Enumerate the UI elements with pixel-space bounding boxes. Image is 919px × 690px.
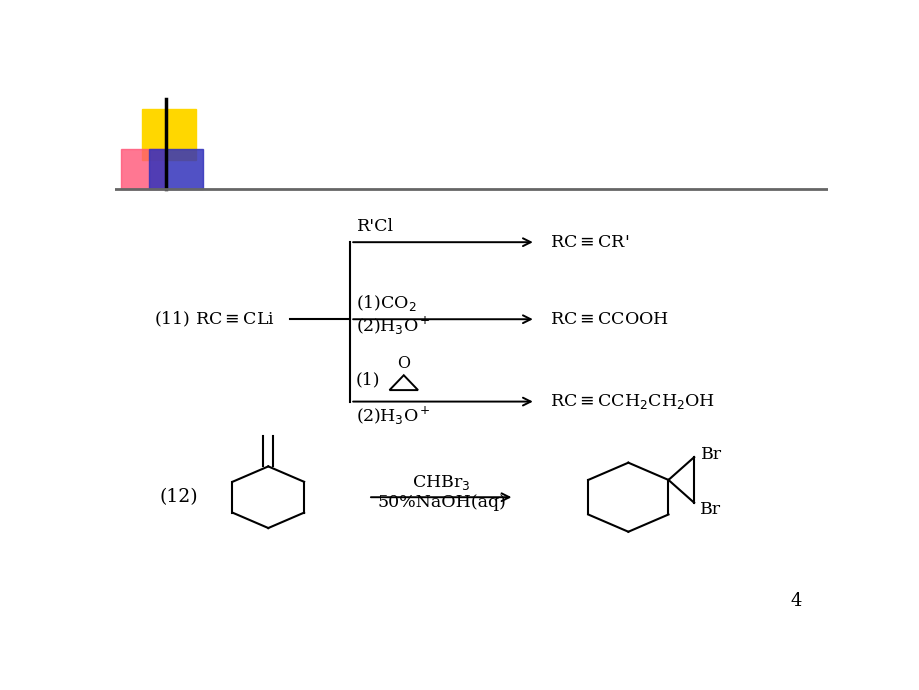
- Bar: [142, 109, 196, 160]
- Text: 50%NaOH(aq): 50%NaOH(aq): [377, 494, 505, 511]
- Text: (11) RC$\equiv$CLi: (11) RC$\equiv$CLi: [154, 310, 275, 329]
- Text: (1)CO$_2$: (1)CO$_2$: [356, 293, 416, 313]
- Text: (12): (12): [160, 489, 199, 506]
- Text: (1): (1): [356, 372, 380, 389]
- Text: R'Cl: R'Cl: [357, 218, 394, 235]
- Bar: [120, 149, 167, 189]
- Text: CHBr$_3$: CHBr$_3$: [412, 473, 471, 492]
- Text: Br: Br: [700, 446, 721, 463]
- Text: (2)H$_3$O$^+$: (2)H$_3$O$^+$: [356, 315, 430, 337]
- Text: (2)H$_3$O$^+$: (2)H$_3$O$^+$: [356, 405, 430, 427]
- Text: 4: 4: [789, 592, 800, 610]
- Text: RC$\equiv$CCOOH: RC$\equiv$CCOOH: [550, 310, 668, 328]
- Text: Br: Br: [699, 501, 720, 518]
- Bar: [149, 149, 202, 189]
- Text: RC$\equiv$CCH$_2$CH$_2$OH: RC$\equiv$CCH$_2$CH$_2$OH: [550, 392, 714, 411]
- Text: O: O: [397, 355, 410, 372]
- Text: RC$\equiv$CR': RC$\equiv$CR': [550, 234, 629, 250]
